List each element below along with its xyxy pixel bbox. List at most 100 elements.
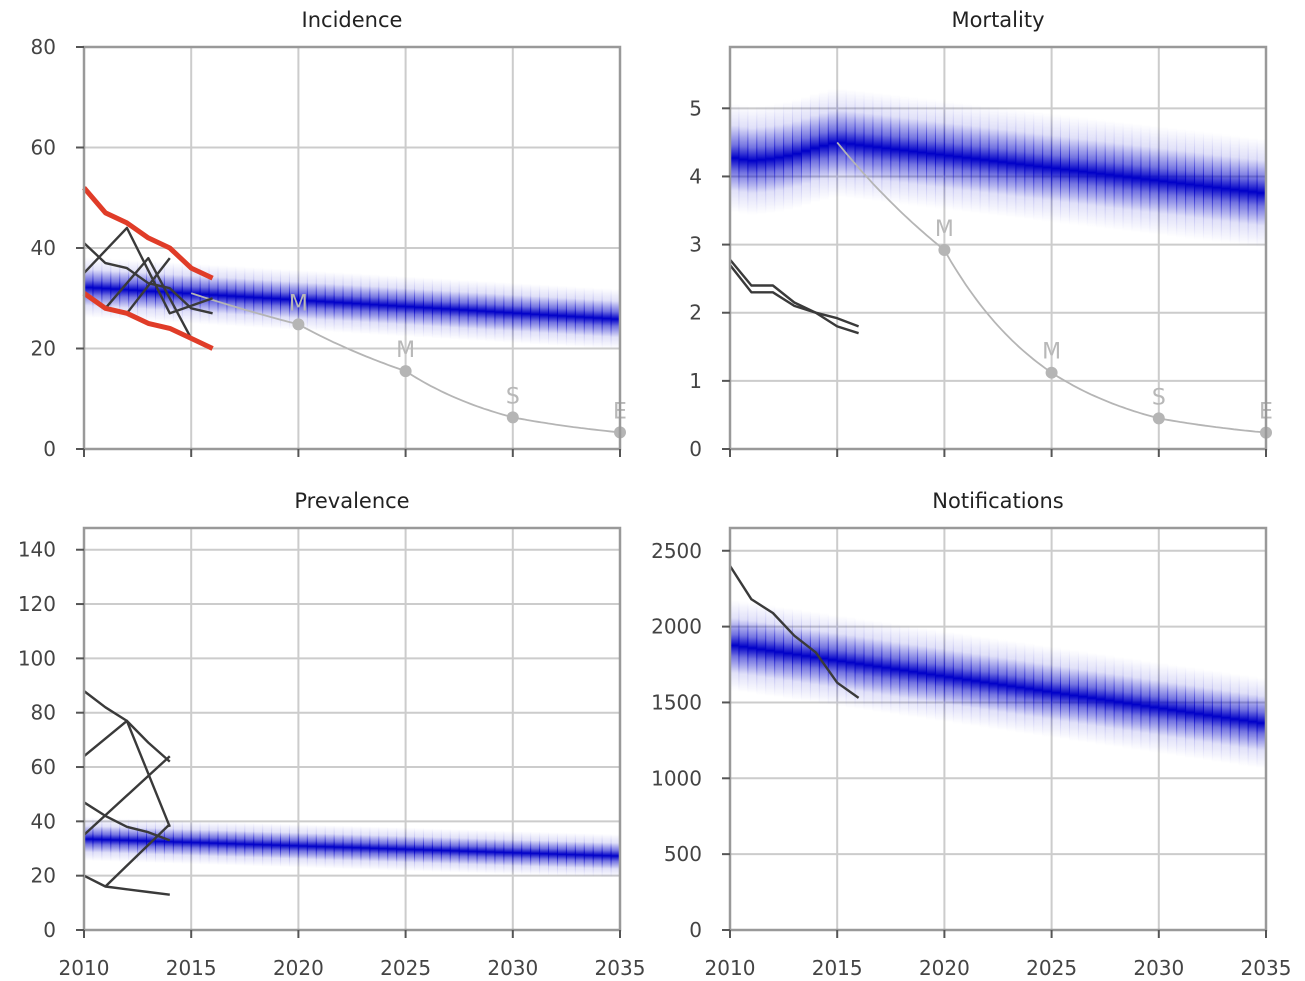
projection-band-segment bbox=[1176, 665, 1187, 757]
milestone-label: M bbox=[935, 217, 954, 242]
projection-band-segment bbox=[730, 599, 740, 691]
y-tick-label: 80 bbox=[31, 35, 56, 59]
projection-band-segment bbox=[1033, 111, 1044, 221]
y-tick-label: 20 bbox=[31, 337, 56, 361]
panel-title: Incidence bbox=[302, 8, 403, 32]
projection-band-segment bbox=[1113, 656, 1124, 748]
projection-band-segment bbox=[333, 272, 344, 333]
projection-band-segment bbox=[997, 107, 1008, 217]
projection-band-segment bbox=[235, 266, 246, 327]
projection-band-segment bbox=[1185, 667, 1196, 759]
projection-band-segment bbox=[360, 826, 371, 870]
projection-band-segment bbox=[190, 820, 201, 865]
projection-band-segment bbox=[881, 622, 892, 714]
projection-band-segment bbox=[199, 264, 210, 325]
projection-band-segment bbox=[217, 265, 228, 326]
projection-band-segment bbox=[342, 825, 353, 870]
milestone-label: M bbox=[1042, 340, 1061, 365]
y-tick-label: 0 bbox=[689, 918, 702, 942]
projection-band-segment bbox=[1202, 669, 1213, 761]
projection-band-segment bbox=[1060, 648, 1070, 740]
projection-band-segment bbox=[128, 818, 139, 863]
projection-band-segment bbox=[378, 275, 389, 336]
projection-band-segment bbox=[1238, 674, 1249, 766]
x-tick-label: 2010 bbox=[705, 956, 756, 980]
projection-band-segment bbox=[422, 828, 433, 872]
projection-band-segment bbox=[235, 822, 246, 866]
projection-band-segment bbox=[1158, 126, 1169, 236]
projection-band-segment bbox=[890, 623, 901, 715]
projection-band-segment bbox=[961, 634, 972, 726]
milestone-label: M bbox=[289, 291, 308, 316]
projection-band-segment bbox=[908, 626, 919, 718]
projection-band-segment bbox=[288, 269, 299, 330]
projection-band-segment bbox=[1131, 123, 1142, 233]
projection-band-segment bbox=[110, 258, 121, 320]
y-tick-label: 5 bbox=[689, 96, 702, 120]
projection-band-segment bbox=[1068, 649, 1079, 741]
y-tick-label: 2 bbox=[689, 301, 702, 325]
projection-band-segment bbox=[1247, 676, 1258, 768]
projection-band-segment bbox=[943, 631, 954, 723]
projection-band-segment bbox=[440, 278, 451, 340]
y-tick-label: 2000 bbox=[651, 615, 702, 639]
projection-band-segment bbox=[1104, 120, 1115, 230]
projection-band-segment bbox=[1033, 644, 1044, 736]
projection-band-segment bbox=[271, 823, 282, 867]
projection-band-segment bbox=[1015, 642, 1026, 734]
projection-band-segment bbox=[163, 262, 174, 323]
projection-band-segment bbox=[1202, 132, 1213, 242]
projection-band-segment bbox=[1060, 115, 1070, 225]
projection-band-segment bbox=[926, 628, 936, 720]
projection-band-segment bbox=[458, 279, 469, 341]
projection-band-segment bbox=[324, 271, 335, 333]
projection-band-segment bbox=[333, 825, 344, 869]
projection-band-segment bbox=[800, 96, 811, 206]
projection-band-segment bbox=[917, 627, 928, 719]
projection-band-segment bbox=[890, 94, 901, 204]
projection-band-segment bbox=[583, 833, 594, 877]
projection-band-segment bbox=[783, 607, 794, 699]
projection-band-segment bbox=[792, 609, 802, 701]
milestone-point bbox=[399, 365, 412, 378]
projection-band-segment bbox=[730, 103, 740, 213]
y-tick-label: 100 bbox=[18, 646, 56, 670]
projection-band-segment bbox=[512, 831, 523, 875]
projection-band-segment bbox=[961, 103, 972, 213]
projection-band-segment bbox=[1158, 663, 1169, 755]
projection-band-segment bbox=[1185, 129, 1196, 239]
projection-band-segment bbox=[521, 831, 532, 875]
x-tick-label: 2020 bbox=[273, 956, 324, 980]
projection-band-segment bbox=[494, 281, 505, 343]
projection-band-segment bbox=[503, 282, 514, 343]
projection-band-segment bbox=[1194, 668, 1204, 760]
projection-band-segment bbox=[92, 817, 103, 862]
projection-band-segment bbox=[262, 823, 273, 867]
projection-band-segment bbox=[592, 287, 603, 349]
observed-series-line bbox=[104, 256, 193, 339]
projection-band-segment bbox=[1167, 127, 1178, 237]
observed-series-line bbox=[83, 801, 171, 842]
projection-band-segment bbox=[476, 829, 487, 874]
projection-band-segment bbox=[863, 91, 874, 201]
projection-band-segment bbox=[809, 611, 820, 703]
projection-band-segment bbox=[119, 259, 130, 320]
projection-band-segment bbox=[414, 827, 424, 872]
projection-band-segment bbox=[172, 262, 183, 323]
projection-band-segment bbox=[854, 618, 865, 710]
projection-band-segment bbox=[253, 267, 264, 328]
projection-band-segment bbox=[199, 821, 210, 865]
observed-series-line bbox=[83, 755, 171, 836]
projection-band-segment bbox=[988, 106, 999, 216]
projection-band-segment bbox=[836, 615, 847, 707]
lower-bound-series-line bbox=[82, 291, 214, 351]
projection-band-segment bbox=[756, 603, 767, 695]
projection-band-segment bbox=[899, 95, 910, 205]
observed-series-line bbox=[83, 226, 213, 315]
projection-band-segment bbox=[1006, 108, 1017, 218]
projection-band-segment bbox=[1229, 135, 1240, 245]
projection-band-segment bbox=[1211, 670, 1222, 762]
projection-band-segment bbox=[440, 828, 451, 873]
projection-band-segment bbox=[899, 624, 910, 716]
projection-band-segment bbox=[342, 272, 353, 334]
